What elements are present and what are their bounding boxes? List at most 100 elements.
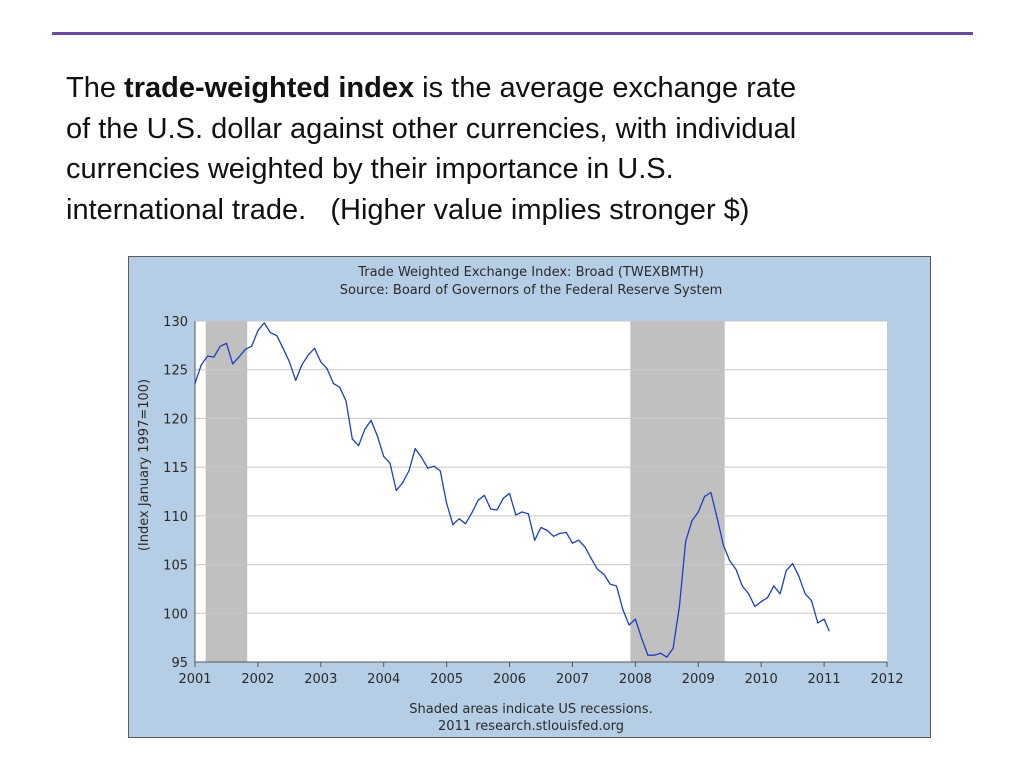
x-tick-label-2001: 2001	[178, 672, 211, 687]
data-point	[490, 508, 492, 510]
data-point	[817, 622, 819, 624]
data-point	[332, 382, 334, 384]
slide-line-1-start: The	[66, 72, 125, 104]
data-point	[477, 499, 479, 501]
x-tick-label-2012: 2012	[870, 672, 903, 687]
data-point	[269, 332, 272, 334]
data-point	[716, 517, 718, 519]
x-tick-label-2002: 2002	[241, 672, 274, 687]
data-point	[678, 605, 681, 608]
data-point	[779, 593, 781, 595]
data-point	[282, 347, 284, 349]
data-point	[810, 600, 813, 602]
data-point	[804, 593, 806, 595]
y-tick-label-125: 125	[163, 364, 188, 379]
slide-body-text: The trade-weighted index is the average …	[66, 68, 946, 230]
data-point	[647, 654, 649, 656]
data-point	[502, 497, 504, 499]
data-point	[370, 419, 372, 421]
data-point	[597, 568, 599, 571]
slide-line-4: international trade. (Higher value impli…	[66, 193, 750, 226]
data-point	[540, 526, 542, 529]
data-point	[351, 438, 353, 440]
x-tick-label-2007: 2007	[556, 672, 589, 687]
data-point	[458, 518, 460, 520]
plot-area	[195, 321, 887, 662]
y-tick-label-110: 110	[163, 510, 188, 525]
data-point	[828, 630, 830, 632]
data-point	[276, 335, 278, 337]
chart-footnote-source: 2011 research.stlouisfed.org	[438, 719, 624, 734]
data-point	[641, 638, 643, 640]
data-point	[628, 624, 630, 626]
data-point	[622, 608, 624, 610]
x-tick-label-2004: 2004	[367, 672, 400, 687]
y-axis-label: (Index January 1997=100)	[137, 379, 152, 551]
data-point	[546, 529, 548, 532]
data-point	[565, 531, 567, 534]
data-point	[735, 568, 737, 571]
data-point	[515, 514, 517, 516]
data-point	[590, 558, 592, 560]
data-point	[521, 511, 523, 513]
series-line-1	[194, 322, 830, 658]
x-tick-label-2010: 2010	[745, 672, 778, 687]
data-point	[578, 539, 580, 541]
slide-line-3: currencies weighted by their importance …	[66, 153, 674, 185]
data-point	[213, 356, 215, 358]
data-point	[697, 511, 699, 513]
data-point	[452, 524, 454, 526]
data-point	[792, 562, 794, 565]
data-point	[389, 462, 391, 464]
data-point	[584, 546, 586, 548]
data-point	[244, 348, 246, 350]
data-point	[773, 585, 775, 587]
data-point	[552, 535, 555, 537]
y-tick-label-120: 120	[163, 412, 188, 427]
data-point	[703, 495, 706, 497]
data-point	[408, 470, 410, 472]
data-point	[433, 465, 435, 467]
data-point	[754, 605, 756, 608]
data-point	[427, 467, 429, 469]
data-point	[464, 523, 467, 525]
data-point	[766, 597, 769, 599]
data-point	[508, 492, 511, 495]
data-point	[257, 330, 259, 332]
slide-line-1: The trade-weighted index is the average …	[66, 68, 946, 109]
data-point	[534, 539, 536, 541]
data-point	[263, 322, 265, 324]
data-point	[798, 575, 800, 577]
data-point	[357, 445, 360, 447]
y-tick-label-115: 115	[163, 461, 188, 476]
slide-line-2: of the U.S. dollar against other currenc…	[66, 112, 797, 145]
data-point	[615, 585, 618, 587]
data-point	[251, 345, 253, 347]
data-point	[326, 368, 328, 370]
y-tick-label-100: 100	[163, 607, 188, 622]
data-point	[685, 540, 687, 542]
data-point	[446, 502, 448, 504]
data-point	[559, 532, 561, 534]
data-point	[194, 382, 196, 384]
data-point	[420, 456, 423, 458]
data-point	[471, 512, 473, 514]
data-point	[225, 342, 228, 345]
chart-frame: Trade Weighted Exchange Index: Broad (TW…	[128, 256, 931, 738]
exchange-index-chart: Trade Weighted Exchange Index: Broad (TW…	[137, 265, 904, 734]
data-point	[672, 647, 674, 649]
data-point	[785, 569, 787, 572]
data-point	[301, 364, 303, 366]
data-point	[376, 435, 379, 437]
top-divider-rule	[52, 32, 973, 35]
data-point	[653, 654, 655, 656]
slide-line-1-end: is the average exchange rate	[414, 72, 797, 104]
data-point	[395, 489, 397, 492]
y-tick-label-105: 105	[163, 559, 188, 574]
slide-term-trade-weighted-index: trade-weighted index	[124, 72, 415, 104]
data-point	[722, 544, 725, 546]
data-point	[339, 386, 341, 388]
data-point	[219, 345, 221, 347]
data-point	[571, 542, 574, 544]
data-point	[603, 573, 605, 575]
